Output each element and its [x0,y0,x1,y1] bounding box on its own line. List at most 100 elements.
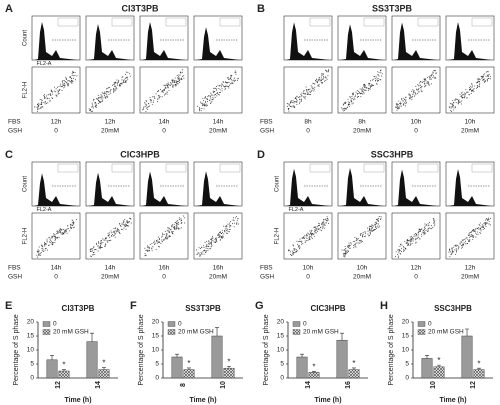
scatter-dot [154,242,156,244]
scatter-dot [361,240,363,242]
scatter-dot [343,256,345,258]
scatter-dot [91,102,93,104]
scatter-dot [415,241,417,243]
scatter-dot [430,227,432,229]
scatter-dot [71,224,73,226]
scatter-dot [44,241,46,243]
column-fbs: 8h [358,119,366,126]
scatter-dot [167,236,169,238]
scatter-dot [484,81,486,83]
scatter-dot [212,239,214,241]
scatter-dot [223,233,225,235]
scatter-dot [73,77,75,79]
scatter-dot [479,232,481,234]
scatter-dot [116,230,118,232]
scatter-dot [111,234,113,236]
scatter-dot [379,225,381,227]
scatter-dot [312,232,314,234]
scatter-dot [470,89,472,91]
scatter-dot [398,250,400,252]
scatter-dot [304,234,306,236]
scatter-dot [347,249,349,251]
histogram-peak [88,172,132,206]
scatter-dot [210,242,212,244]
scatter-dot [72,70,74,72]
scatter-dot [181,78,183,80]
scatter-dot [403,104,405,106]
scatter-dot [176,220,178,222]
x-tick-label: 12 [470,381,477,389]
scatter-dot [93,246,95,248]
scatter-dot [348,244,350,246]
column-gsh: 0 [162,128,166,135]
scatter-dot [293,107,295,109]
error-bar [215,327,220,336]
scatter-dot [321,223,323,225]
scatter-dot [203,104,205,106]
scatter-dot [94,103,96,105]
scatter-dot [401,98,403,100]
y-tick-label: 0 [405,375,409,382]
scatter-frame [337,212,387,260]
scatter-dot [479,78,481,80]
scatter-dot [164,230,166,232]
scatter-dot [297,96,299,98]
scatter-dot [395,103,397,105]
scatter-dot [167,227,169,229]
panel-title: SS3T3PB [372,3,413,13]
scatter-dot [321,83,323,85]
scatter-dot [112,89,114,91]
scatter-dot [455,250,457,252]
scatter-dot [361,88,363,90]
y-axis-label: Percentage of S phase [388,314,395,385]
scatter-dot [216,95,218,97]
scatter-dot [477,86,479,88]
scatter-dot [323,221,325,223]
scatter-dot [468,233,470,235]
scatter-dot [482,226,484,228]
scatter-dot [369,233,371,235]
scatter-dot [476,233,478,235]
scatter-dot [209,95,211,97]
scatter-dot [175,80,177,82]
scatter-cloud [88,71,131,113]
scatter-dot [210,246,212,248]
scatter-dot [484,219,486,221]
scatter-frame [139,212,189,260]
error-bar [465,328,470,336]
scatter-dot [289,254,291,256]
scatter-dot [124,226,126,228]
scatter-dot [126,220,128,222]
scatter-dot [72,81,74,83]
scatter-dot [206,245,208,247]
x-tick-label: 10 [220,381,227,389]
scatter-dot [100,101,102,103]
scatter-dot [178,80,180,82]
scatter-dot [203,245,205,247]
scatter-dot [426,81,428,83]
scatter-dot [175,227,177,229]
scatter-dot [42,106,44,108]
scatter-dot [37,249,39,251]
scatter-dot [428,221,430,223]
scatter-dot [349,96,351,98]
scatter-dot [356,93,358,95]
scatter-dot [175,223,177,225]
scatter-dot [456,98,458,100]
scatter-dot [51,235,53,237]
legend-swatch [292,321,301,327]
scatter-dot [454,107,456,109]
scatter-dot [90,255,92,257]
scatter-dot [215,241,217,243]
scatter-dot [459,101,461,103]
scatter-dot [451,103,453,105]
scatter-dot [94,253,96,255]
scatter-dot [315,230,317,232]
scatter-dot [377,80,379,82]
scatter-dot [344,256,346,258]
scatter-dot [207,98,209,100]
scatter-dot [408,93,410,95]
scatter-dot [353,244,355,246]
scatter-dot [227,82,229,84]
scatter-dot [65,81,67,83]
